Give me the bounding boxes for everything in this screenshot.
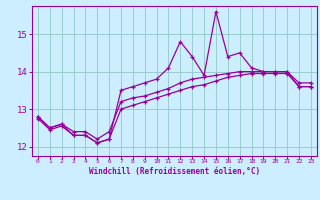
X-axis label: Windchill (Refroidissement éolien,°C): Windchill (Refroidissement éolien,°C) xyxy=(89,167,260,176)
